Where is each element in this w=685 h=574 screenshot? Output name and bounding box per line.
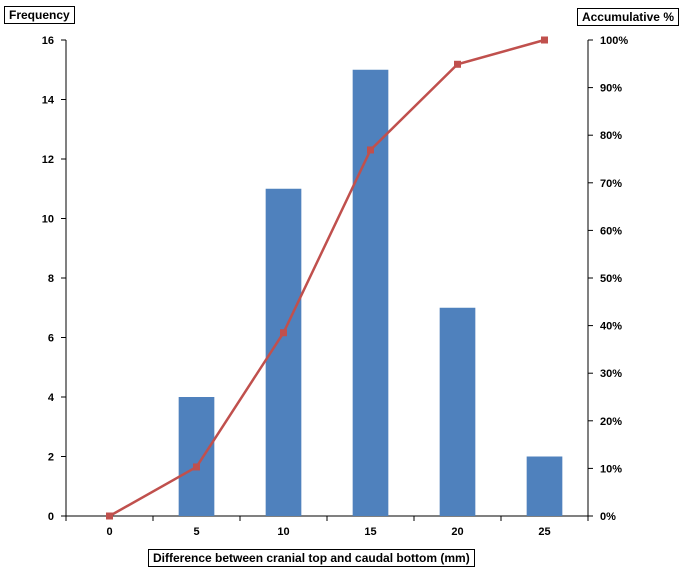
x-tick-label: 10 [277,526,289,538]
y2-tick-label: 30% [600,368,622,380]
histogram-bar [526,456,563,516]
histogram-bar [352,69,389,516]
y-tick-label: 8 [48,273,54,285]
y-tick-label: 0 [48,511,54,523]
y2-tick-label: 80% [600,130,622,142]
y-tick-label: 16 [42,35,54,47]
histogram-bar [439,307,476,516]
y2-tick-label: 100% [600,35,628,47]
cumulative-marker [280,329,287,337]
histogram-bar [178,397,215,516]
x-tick-label: 20 [451,526,463,538]
y-axis-title: Frequency [4,6,75,24]
y-tick-label: 14 [42,95,55,107]
cumulative-marker [193,463,200,471]
y-tick-label: 4 [48,392,55,404]
y2-tick-label: 90% [600,83,622,95]
cumulative-marker [106,512,113,520]
y-tick-label: 10 [42,214,54,226]
y2-tick-label: 10% [600,463,622,475]
y2-tick-label: 60% [600,225,622,237]
cumulative-marker [541,36,548,44]
x-tick-label: 5 [193,526,199,538]
cumulative-line [108,38,545,518]
y2-tick-label: 40% [600,321,622,333]
cumulative-marker [454,60,461,68]
x-axis-title: Difference between cranial top and cauda… [148,549,475,567]
y2-axis-title: Accumulative % [576,8,679,26]
y2-tick-label: 70% [600,178,622,190]
y2-tick-label: 50% [600,273,622,285]
y-tick-label: 2 [48,452,54,464]
x-tick-label: 25 [538,526,550,538]
y-tick-label: 12 [42,154,54,166]
y2-tick-label: 20% [600,416,622,428]
y-tick-label: 6 [48,333,54,345]
y2-tick-label: 0% [600,511,616,523]
x-tick-label: 15 [364,526,376,538]
x-tick-label: 0 [106,526,112,538]
cumulative-marker [367,146,374,154]
